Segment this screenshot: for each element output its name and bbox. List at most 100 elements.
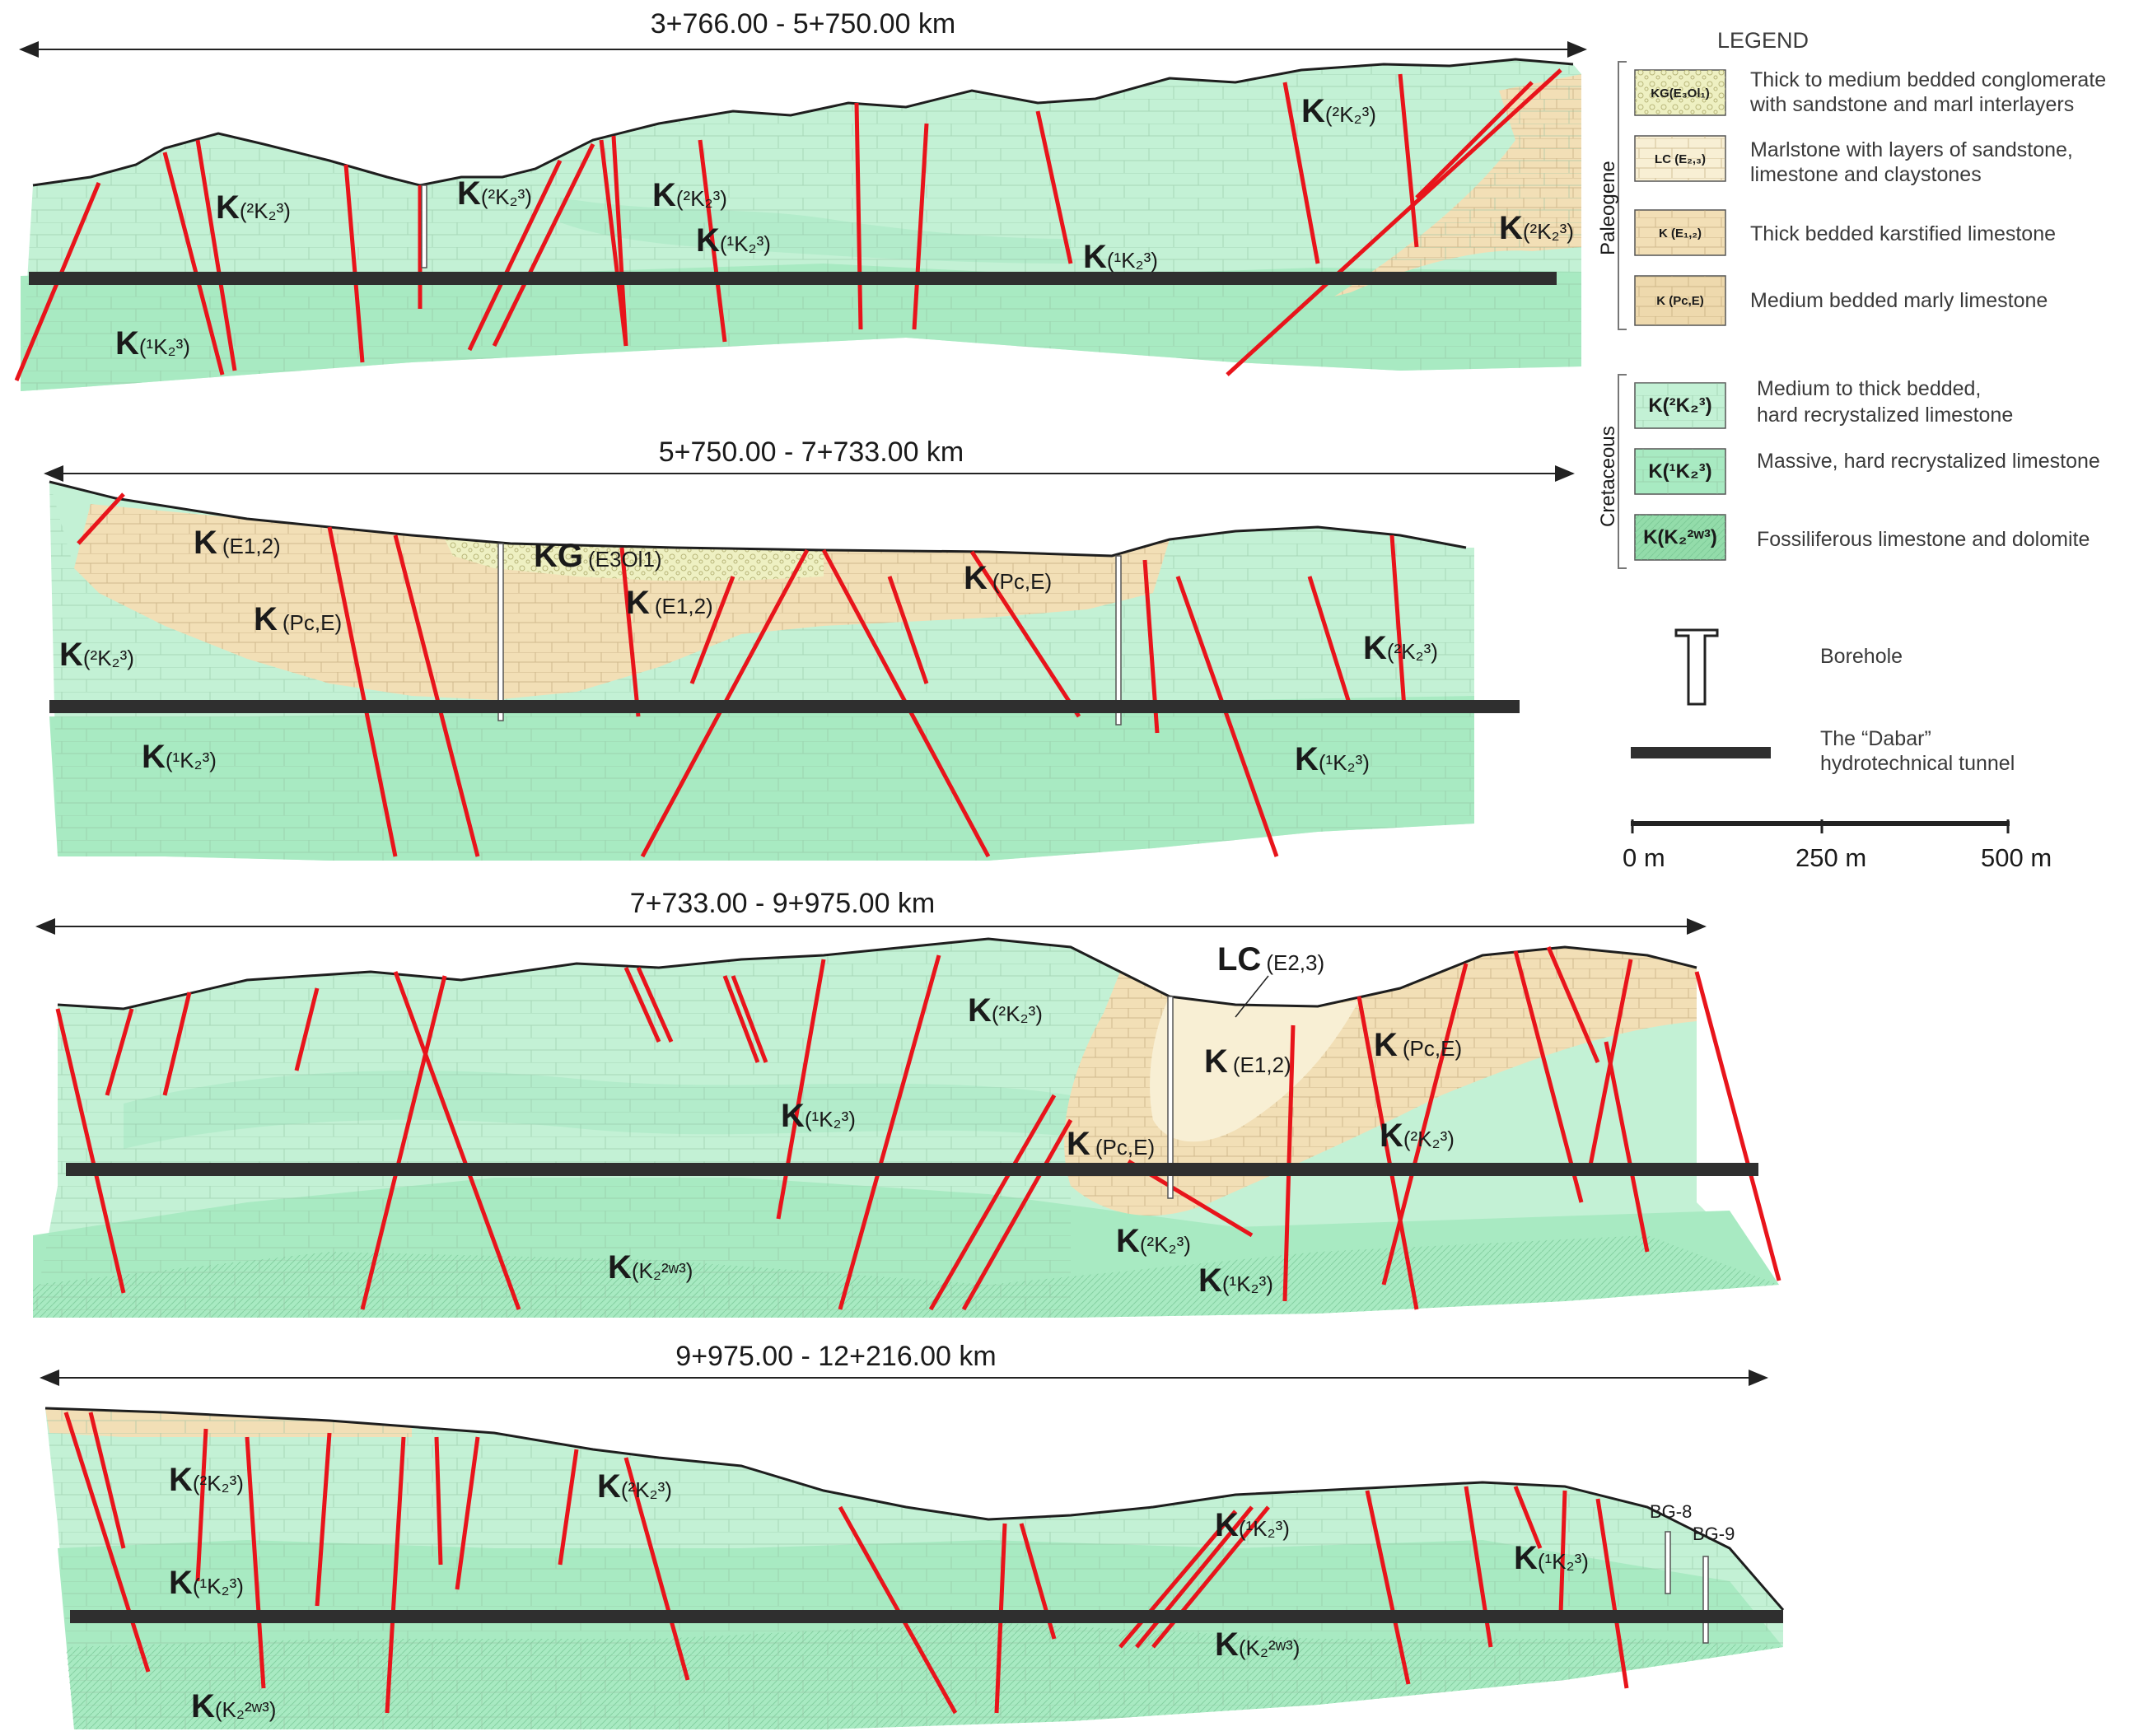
legend-code: KG(E₃Ol₁) [1651,86,1709,100]
legend-code: K(²K₂³) [1648,394,1711,417]
legend-swatch-texture [1635,210,1725,255]
fault-line [162,152,225,376]
section-2-borehole [1115,555,1122,726]
unit-label: K (Pc,E) [1067,1126,1155,1162]
section-3-tunnel [66,1163,1758,1176]
fault-line [1415,81,1534,199]
legend-item-marly-limestone: K (Pc,E) Medium bedded marly limestone [1634,275,2048,326]
fault-line [838,954,941,1310]
legend-swatch-texture [1635,383,1725,428]
legend-code: K (E₁,₂) [1659,226,1702,240]
section-2-unit-labels: K (E1,2) KG (E3Ol1) K (E1,2) K (Pc,E) K (Pc,E… [59,525,1438,777]
fault-line [961,1118,1073,1311]
legend-item-medium-thick-limestone: K(²K₂³) Medium to thick bedded, hard rec… [1634,377,2013,429]
fault-line [1513,1486,1543,1549]
group-paleogene: Paleogene [1597,161,1619,255]
fault-line [912,123,929,330]
section-3-faults [55,946,1781,1311]
fault-line [1365,1490,1411,1685]
fault-line [611,135,628,347]
section-3-inner-syncline [1150,996,1359,1142]
fault-line [887,576,929,684]
section-3-unit-labels: LC (E2,3) K(²K₂³) K (E1,2) K (Pc,E) K(¹K₂³)… [608,941,1462,1299]
legend-code: LC (E₂,₃) [1655,152,1706,166]
unit-label: K(²K₂³) [457,175,532,212]
unit-label: K(¹K₂³) [1083,239,1158,275]
fault-line [1595,1498,1629,1689]
legend-text: Medium to thick bedded, [1757,377,1981,400]
unit-label: K(²K₂³) [1116,1223,1191,1259]
fault-line [619,547,641,717]
fault-line [360,975,447,1310]
legend-swatch-texture [1635,276,1725,325]
fault-line [1282,82,1320,264]
fault-line [928,1094,1057,1311]
legend-text: Medium bedded marly limestone [1750,289,2048,312]
section-4-ground-surface [44,1407,1785,1611]
fault-line [1307,576,1353,709]
unit-label: K (Pc,E) [254,601,342,637]
fault-line [623,1457,690,1681]
legend-code: K(¹K₂³) [1648,460,1711,483]
fault-line [1035,110,1073,264]
cretaceous-bracket [1618,374,1627,569]
legend-item-massive-limestone: K(¹K₂³) Massive, hard recrystalized lime… [1634,448,2100,495]
unit-label: K (E1,2) [626,585,713,621]
fault-line [558,1449,579,1566]
unit-label: K(¹K₂³) [142,739,217,775]
unit-label: K(²K₂³) [968,992,1043,1029]
fault-line [385,1436,406,1714]
unit-label: K(K₂²ʷ³) [1215,1626,1300,1663]
legend-text: limestone and claystones [1750,163,1982,186]
section-2: 5+750.00 - 7+733.00 km K (E1,2) [44,436,1575,861]
legend-title: LEGEND [1717,28,1809,53]
fault-line [294,987,320,1071]
fault-line [315,1432,332,1607]
fault-line [1513,950,1584,1203]
fault-line [722,975,760,1063]
legend-borehole: Borehole [1674,628,1903,706]
fault-line [77,492,125,545]
unit-label: LC (E2,3) [1217,941,1324,978]
unit-label: K(¹K₂³) [169,1565,244,1601]
unit-label: K (E1,2) [194,525,281,561]
legend-swatch-texture [1635,70,1725,115]
section-1: 3+766.00 - 5+750.00 km [14,8,1587,391]
section-2-paleogene-texture [74,504,1170,700]
borehole-label: BG-9 [1693,1524,1735,1544]
unit-label: K(¹K₂³) [1215,1507,1290,1543]
scale-bar: 0 m 250 m 500 m [1623,819,2052,872]
unit-label: K(²K₂³) [59,637,134,673]
scale-label: 0 m [1623,843,1665,872]
fault-line [1381,963,1469,1286]
fault-line [698,139,727,343]
fault-line [195,1428,208,1582]
section-3-borehole [1167,996,1174,1199]
fault-line [162,992,192,1096]
legend-text: Fossiliferous limestone and dolomite [1757,528,2090,551]
legend: LEGEND Paleogene Cretaceous KG(E₃Ol₁) Th… [1597,28,2106,872]
section-4-borehole-bg8 [1665,1531,1671,1594]
legend-item-karstified-limestone: K (E₁,₂) Thick bedded karstified limesto… [1634,209,2056,256]
section-2-borehole [497,543,504,721]
unit-label: K(²K₂³) [1380,1118,1455,1154]
fault-line [1546,946,1600,1063]
unit-label: K(¹K₂³) [1198,1262,1273,1299]
fault-line [1694,971,1781,1281]
section-4-texture [45,1408,1783,1729]
tunnel-symbol-icon [1631,747,1771,758]
section-4-unit-labels: K(²K₂³) K(²K₂³) K(¹K₂³) K(¹K₂³) K(¹K₂³) … [169,1462,1589,1724]
leader-line [1235,975,1269,1018]
section-3: 7+733.00 - 9+975.00 km [33,888,1781,1318]
section-4-tunnel [70,1610,1783,1623]
legend-text: Marlstone with layers of sandstone, [1750,138,2073,161]
legend-swatch-texture [1635,136,1725,181]
fault-line [343,164,365,363]
unit-label: K(¹K₂³) [1295,741,1370,777]
fault-line [434,1436,443,1566]
legend-tunnel-label-2: hydrotechnical tunnel [1820,752,2015,775]
legend-item-fossiliferous-limestone: K(K₂²ʷ³) Fossiliferous limestone and dol… [1634,514,2090,561]
legend-swatch-texture [1635,449,1725,494]
legend-text: with sandstone and marl interlayers [1749,93,2074,116]
unit-label: K(¹K₂³) [115,325,190,362]
